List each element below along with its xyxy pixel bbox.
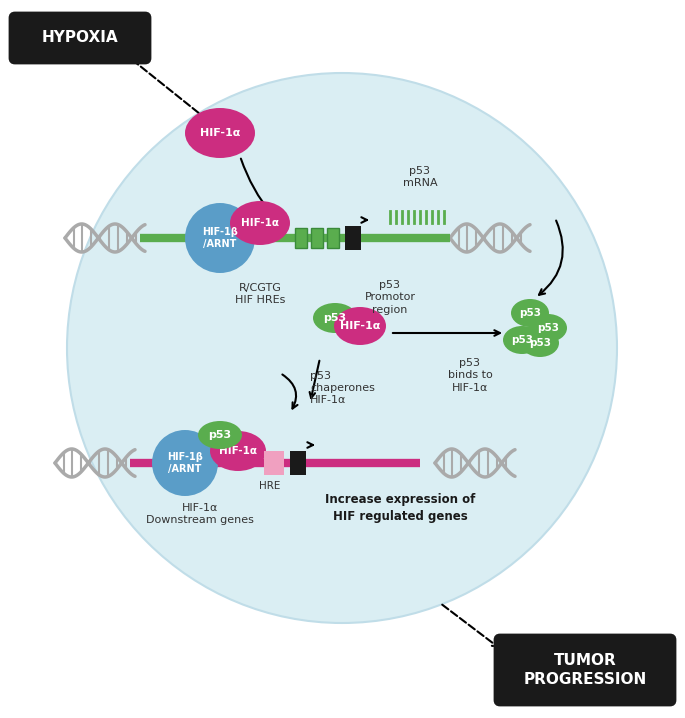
Text: TUMOR
PROGRESSION: TUMOR PROGRESSION (523, 653, 647, 687)
Text: p53: p53 (529, 338, 551, 348)
Ellipse shape (529, 314, 567, 342)
Text: HIF-1α: HIF-1α (200, 128, 240, 138)
Bar (327, 228, 339, 248)
Text: p53
binds to
HIF-1α: p53 binds to HIF-1α (447, 358, 493, 393)
Ellipse shape (210, 431, 266, 471)
Text: p53: p53 (537, 323, 559, 333)
Bar (290, 451, 306, 475)
Text: HIF-1α
Downstream genes: HIF-1α Downstream genes (146, 503, 254, 526)
Bar (295, 228, 307, 248)
Text: HIF-1α: HIF-1α (340, 321, 380, 331)
Text: p53
chaperones
HIF-1α: p53 chaperones HIF-1α (310, 370, 375, 406)
Ellipse shape (185, 108, 255, 158)
Text: p53
mRNA: p53 mRNA (403, 166, 437, 188)
Text: p53: p53 (208, 430, 232, 440)
Ellipse shape (198, 421, 242, 449)
Text: p53: p53 (519, 308, 541, 318)
Text: p53: p53 (323, 313, 347, 323)
FancyBboxPatch shape (10, 13, 150, 63)
Circle shape (152, 430, 218, 496)
Circle shape (67, 73, 617, 623)
Ellipse shape (511, 299, 549, 327)
Text: HIF-1β
/ARNT: HIF-1β /ARNT (167, 452, 203, 474)
FancyBboxPatch shape (495, 635, 675, 705)
Text: R/CGTG
HIF HREs: R/CGTG HIF HREs (235, 283, 285, 305)
Text: p53: p53 (511, 335, 533, 345)
Ellipse shape (503, 326, 541, 354)
Text: HIF-1α: HIF-1α (219, 446, 257, 456)
Text: HIF-1β
/ARNT: HIF-1β /ARNT (202, 227, 238, 249)
Text: Increase expression of
HIF regulated genes: Increase expression of HIF regulated gen… (325, 493, 475, 523)
Ellipse shape (334, 307, 386, 345)
Bar (345, 226, 361, 250)
Ellipse shape (230, 201, 290, 245)
Ellipse shape (521, 329, 559, 357)
Text: HIF-1α: HIF-1α (241, 218, 279, 228)
Bar (264, 451, 284, 475)
Text: HYPOXIA: HYPOXIA (42, 30, 119, 45)
Text: p53
Promotor
region: p53 Promotor region (364, 280, 416, 314)
Text: HRE: HRE (260, 481, 281, 491)
Ellipse shape (313, 303, 357, 333)
Circle shape (185, 203, 255, 273)
Bar (311, 228, 323, 248)
